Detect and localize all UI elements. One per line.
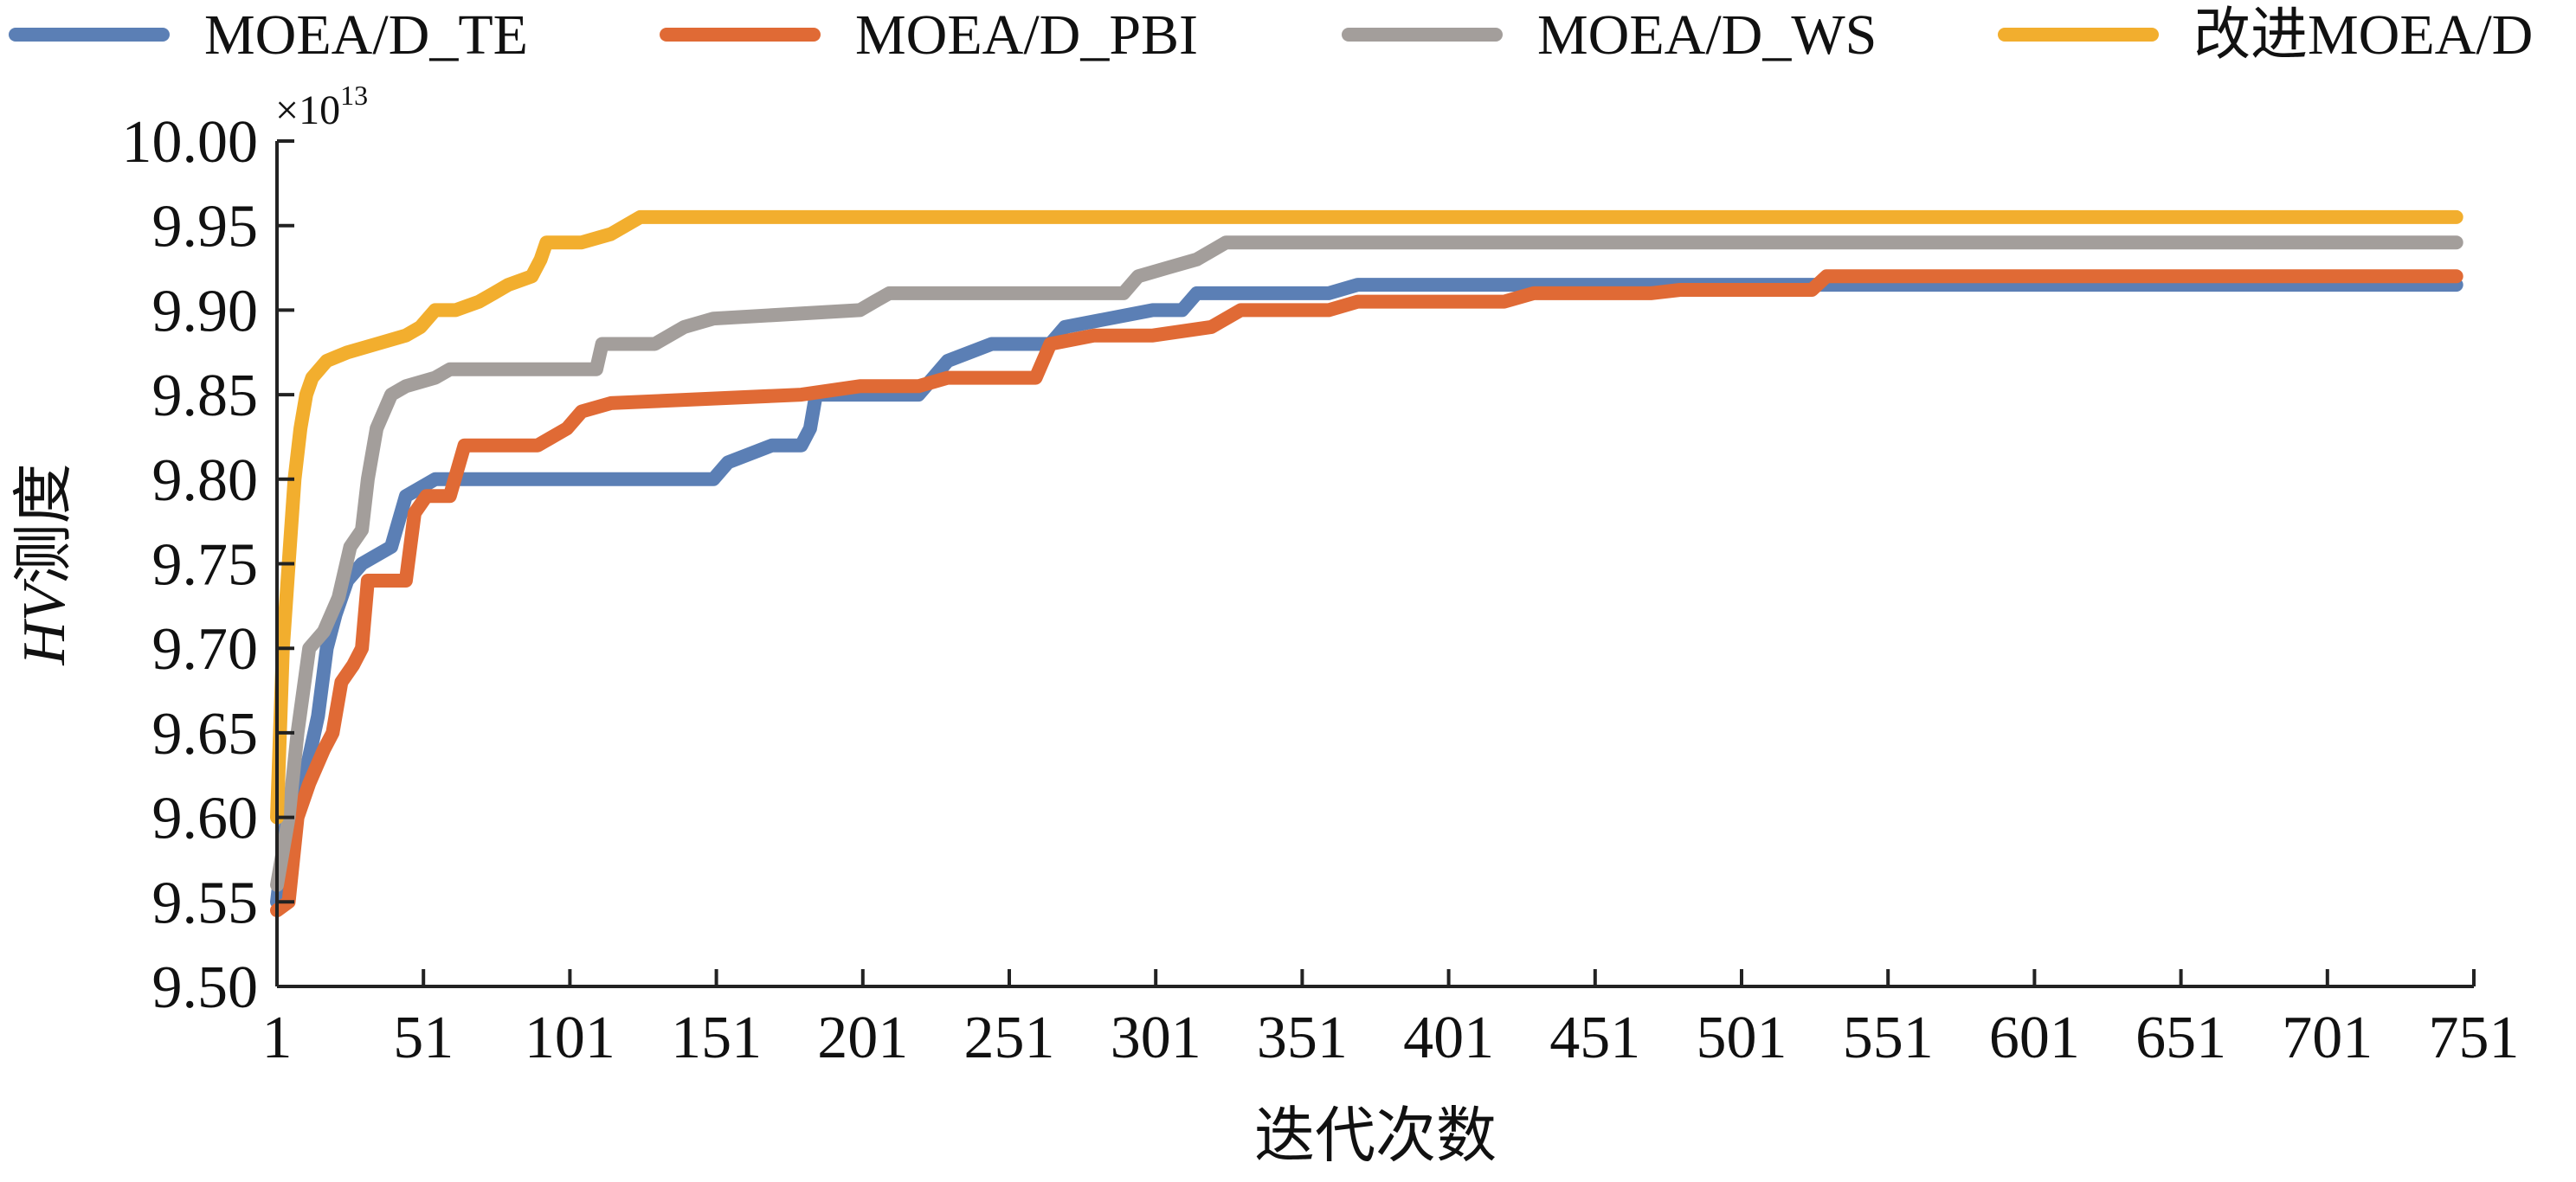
y-tick-label: 9.65 — [152, 701, 259, 768]
legend-label: 改进MOEA/D — [2193, 3, 2533, 67]
x-tick-label: 451 — [1549, 1005, 1640, 1071]
y-tick-label: 9.90 — [152, 278, 259, 344]
x-tick-label: 601 — [1989, 1005, 2080, 1071]
y-tick-label: 9.60 — [152, 786, 259, 852]
x-tick-label: 101 — [525, 1005, 615, 1071]
x-ticks: 1 51 101 151 201 251 301 351 401 451 501 551 601 651 7… — [262, 969, 2520, 1071]
series-line-1 — [270, 278, 2463, 909]
x-tick-label: 201 — [817, 1005, 908, 1071]
x-tick-label: 251 — [964, 1005, 1055, 1071]
series-line-3 — [270, 235, 2463, 892]
legend-item: 改进MOEA/D — [1998, 3, 2533, 67]
x-tick-label: 401 — [1403, 1005, 1494, 1071]
legend-item: MOEA/D_WS — [1342, 3, 1877, 67]
y-tick-label: 9.80 — [152, 447, 259, 514]
x-axis-title: 迭代次数 — [1254, 1103, 1497, 1170]
y-tick-label: 9.70 — [152, 616, 259, 683]
y-ticks: 9.50 9.55 9.60 9.65 9.70 9.75 9.80 9.85 9.90 9.95… — [122, 109, 294, 1021]
x-tick-label: 351 — [1257, 1005, 1348, 1071]
y-multiplier-label: ×1013 — [275, 80, 368, 133]
y-multiplier-exponent: 13 — [340, 80, 368, 111]
x-tick-label: 151 — [671, 1005, 762, 1071]
legend: MOEA/D_TE MOEA/D_PBI MOEA/D_WS 改进MOEA/D — [9, 3, 2533, 67]
y-tick-label: 9.85 — [152, 363, 259, 429]
y-tick-label: 9.50 — [152, 954, 259, 1021]
y-tick-label: 9.55 — [152, 870, 259, 936]
y-multiplier-base: ×10 — [275, 87, 340, 133]
x-tick-label: 651 — [2135, 1005, 2226, 1071]
x-tick-label: 701 — [2282, 1005, 2373, 1071]
y-axis-title: HV测度 — [11, 463, 78, 665]
y-tick-label: 9.95 — [152, 194, 259, 260]
legend-item: MOEA/D_TE — [9, 3, 528, 67]
series-line-4 — [270, 209, 2463, 825]
x-tick-label: 51 — [393, 1005, 454, 1071]
legend-item: MOEA/D_PBI — [660, 3, 1198, 67]
series-group — [270, 209, 2463, 918]
legend-label: MOEA/D_TE — [204, 3, 528, 67]
x-tick-label: 501 — [1697, 1005, 1787, 1071]
y-tick-label: 9.75 — [152, 532, 259, 599]
y-tick-label: 10.00 — [122, 109, 259, 176]
x-tick-label: 1 — [262, 1005, 293, 1071]
series-line-2 — [270, 269, 2463, 918]
y-axis-title-suffix: 测度 — [11, 463, 78, 584]
y-axis-title-prefix: HV — [11, 578, 78, 666]
x-tick-label: 301 — [1111, 1005, 1201, 1071]
x-tick-label: 751 — [2429, 1005, 2520, 1071]
legend-label: MOEA/D_WS — [1537, 3, 1877, 67]
legend-label: MOEA/D_PBI — [855, 3, 1198, 67]
x-tick-label: 551 — [1843, 1005, 1934, 1071]
